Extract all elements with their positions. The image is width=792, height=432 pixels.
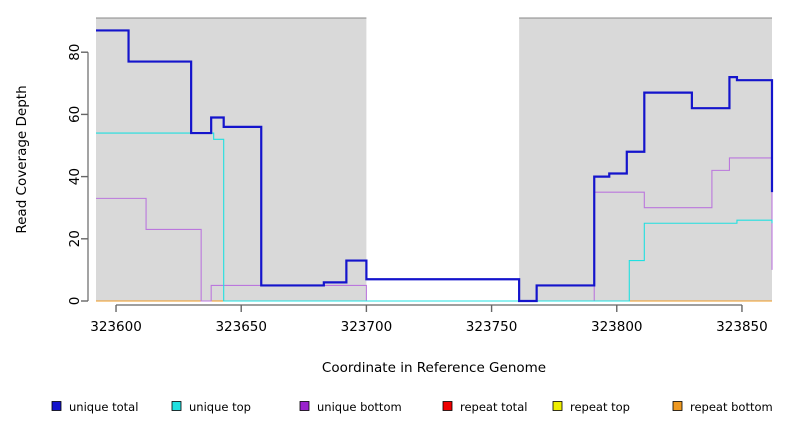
- x-tick-label-5: 323850: [716, 319, 768, 335]
- legend-swatch-repeat-total: [442, 401, 453, 411]
- legend-swatch-unique-total: [51, 401, 62, 411]
- legend-swatch-repeat-top: [552, 401, 563, 411]
- y-tick-label-1: 20: [67, 230, 83, 247]
- y-tick-label-2: 40: [67, 168, 83, 185]
- axes: [81, 51, 743, 312]
- shaded-region-1: [519, 18, 772, 301]
- legend-label-repeat-total: repeat total: [460, 400, 527, 414]
- x-tick-label-2: 323700: [341, 319, 393, 335]
- legend-swatch-repeat-bottom: [672, 401, 683, 411]
- legend-swatch-unique-top: [171, 401, 182, 411]
- y-axis-title: Read Coverage Depth: [14, 85, 30, 233]
- series-unique-total: [96, 29, 774, 303]
- axis-labels: 323600 323650 323700 323750 323800 323850 0 20 4…: [14, 44, 768, 376]
- chart-legend: unique total unique top unique bottom repea…: [51, 400, 773, 414]
- legend-label-unique-bottom: unique bottom: [317, 400, 402, 414]
- legend-label-unique-total: unique total: [69, 400, 138, 414]
- x-tick-label-4: 323800: [591, 319, 643, 335]
- x-tick-label-0: 323600: [90, 319, 142, 335]
- series-lines: [96, 29, 774, 303]
- y-tick-label-0: 0: [67, 297, 83, 306]
- shaded-region-0: [96, 18, 367, 301]
- legend-swatch-unique-bottom: [299, 401, 310, 411]
- legend-label-unique-top: unique top: [189, 400, 251, 414]
- legend-label-repeat-top: repeat top: [570, 400, 630, 414]
- y-tick-label-3: 60: [67, 106, 83, 123]
- x-tick-label-1: 323650: [215, 319, 267, 335]
- x-tick-label-3: 323750: [466, 319, 518, 335]
- legend-label-repeat-bottom: repeat bottom: [690, 400, 773, 414]
- y-tick-label-4: 80: [67, 44, 83, 61]
- x-axis-title: Coordinate in Reference Genome: [322, 360, 546, 376]
- series-unique-top: [96, 132, 773, 302]
